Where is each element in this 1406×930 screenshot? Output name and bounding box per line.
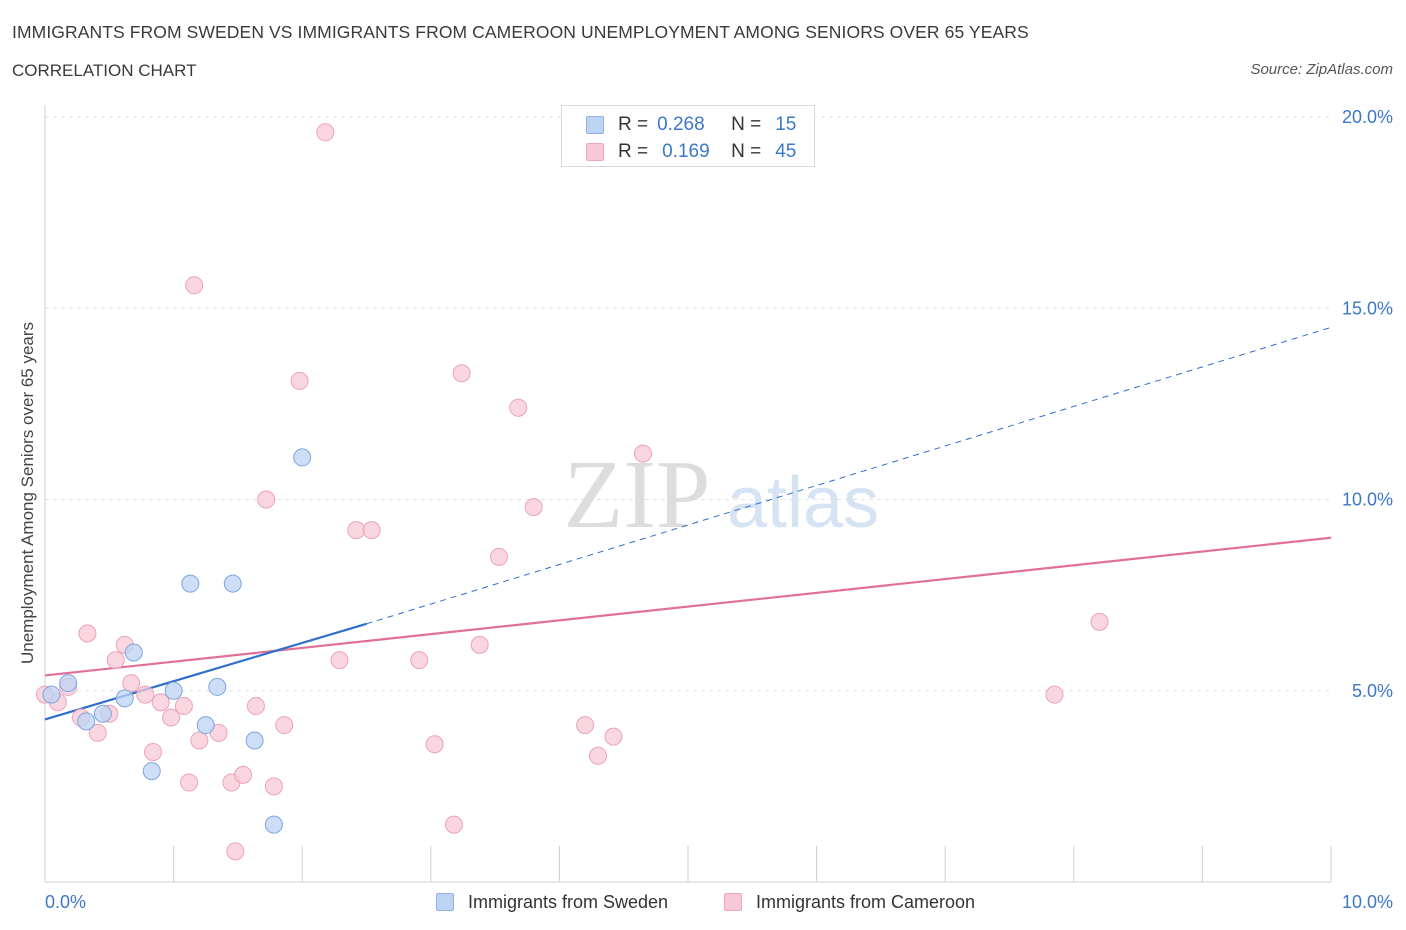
sweden-point	[181, 574, 200, 593]
point-layer	[36, 123, 1109, 861]
sweden-point	[264, 815, 283, 834]
x-tick-label: 0.0%	[45, 892, 86, 912]
cameroon-point	[174, 697, 193, 716]
cameroon-point	[524, 498, 543, 517]
cameroon-point	[122, 674, 141, 693]
cameroon-point	[604, 727, 623, 746]
chart-title: IMMIGRANTS FROM SWEDEN VS IMMIGRANTS FRO…	[12, 22, 1029, 42]
cameroon-point	[1090, 612, 1109, 631]
stats-row-sweden: R = 0.268 N = 15	[586, 113, 796, 137]
cameroon-point	[290, 371, 309, 390]
cameroon-point	[470, 635, 489, 654]
sweden-point	[42, 685, 61, 704]
cameroon-point	[185, 276, 204, 295]
sweden-point	[77, 712, 96, 731]
y-axis-label: Unemployment Among Seniors over 65 years	[18, 321, 37, 665]
legend-cameroon-label: Immigrants from Cameroon	[756, 891, 976, 912]
cameroon-point	[234, 765, 253, 784]
cameroon-point	[275, 716, 294, 735]
cameroon-point	[190, 731, 209, 750]
sweden-point	[115, 689, 134, 708]
cameroon-point	[576, 716, 595, 735]
axis-layer	[44, 105, 1332, 883]
cameroon-point	[362, 521, 381, 540]
cameroon-point	[410, 651, 429, 670]
sweden-point	[293, 448, 312, 467]
cameroon-point	[226, 842, 245, 861]
sweden-point	[196, 716, 215, 735]
sweden-n-value: 15	[775, 114, 797, 135]
cameroon-n-value: 45	[775, 141, 797, 162]
y-tick-label: 5.0%	[1352, 681, 1393, 701]
sweden-point	[245, 731, 264, 750]
source-label: Source: ZipAtlas.com	[1250, 61, 1393, 78]
y-tick-label: 20.0%	[1342, 107, 1393, 127]
cameroon-point	[106, 651, 125, 670]
y-tick-label: 15.0%	[1342, 298, 1393, 318]
tick-label-layer: 5.0% 10.0% 15.0% 20.0% 0.0% 10.0%	[45, 107, 1393, 912]
cameroon-point	[316, 123, 335, 142]
sweden-point	[208, 677, 227, 696]
legend-item-cameroon[interactable]: Immigrants from Cameroon	[724, 890, 975, 914]
cameroon-point	[180, 773, 199, 792]
cameroon-point	[144, 742, 163, 761]
cameroon-point	[264, 777, 283, 796]
stats-row-cameroon: R = 0.169 N = 45	[586, 140, 796, 164]
cameroon-point	[588, 746, 607, 765]
grid-layer	[45, 116, 1331, 692]
cameroon-r-label: R =	[618, 141, 649, 162]
cameroon-point	[330, 651, 349, 670]
cameroon-trend-line	[44, 536, 1332, 677]
sweden-trend-line	[44, 622, 367, 721]
chart-subtitle: CORRELATION CHART	[12, 61, 197, 80]
legend-sweden-swatch	[436, 893, 454, 911]
stats-box: R = 0.268 N = 15 R = 0.169 N = 45	[561, 105, 815, 167]
cameroon-point	[347, 521, 366, 540]
sweden-point	[164, 681, 183, 700]
legend-cameroon-swatch	[724, 893, 742, 911]
cameroon-point	[633, 444, 652, 463]
cameroon-r-value: 0.169	[662, 141, 710, 162]
cameroon-n-label: N =	[731, 141, 762, 162]
sweden-point	[124, 643, 143, 662]
cameroon-point	[1045, 685, 1064, 704]
cameroon-point	[425, 735, 444, 754]
sweden-swatch	[586, 116, 604, 134]
sweden-point	[142, 762, 161, 781]
sweden-point	[93, 704, 112, 723]
cameroon-point	[78, 624, 97, 643]
legend-sweden-label: Immigrants from Sweden	[468, 891, 669, 912]
sweden-r-label: R =	[618, 114, 649, 135]
cameroon-swatch	[586, 143, 604, 161]
cameroon-point	[452, 364, 471, 383]
cameroon-point	[257, 490, 276, 509]
watermark-atlas: atlas	[727, 463, 879, 543]
cameroon-point	[151, 693, 170, 712]
cameroon-point	[88, 723, 107, 742]
x-tick-label: 10.0%	[1342, 892, 1393, 912]
cameroon-point	[246, 697, 265, 716]
sweden-n-label: N =	[731, 114, 762, 135]
cameroon-point	[444, 815, 463, 834]
sweden-point	[223, 574, 242, 593]
trend-layer	[44, 326, 1332, 721]
legend-item-sweden[interactable]: Immigrants from Sweden	[436, 890, 668, 914]
cameroon-point	[136, 685, 155, 704]
cameroon-point	[509, 398, 528, 417]
sweden-trend-extension	[366, 326, 1332, 625]
y-tick-label: 10.0%	[1342, 490, 1393, 510]
sweden-point	[59, 674, 78, 693]
sweden-r-value: 0.268	[657, 114, 705, 135]
cameroon-point	[162, 708, 181, 727]
cameroon-point	[489, 547, 508, 566]
